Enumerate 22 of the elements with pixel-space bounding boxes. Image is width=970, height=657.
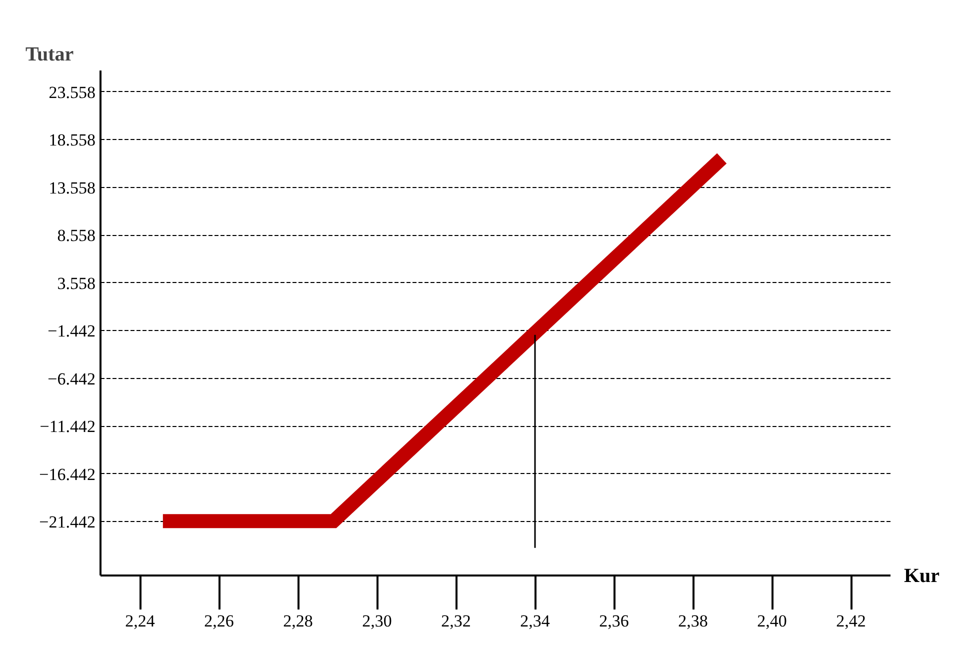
y-tick-label: 8.558 bbox=[57, 226, 96, 246]
x-tick-label: 2,30 bbox=[362, 612, 392, 630]
x-tick-label: 2,32 bbox=[441, 612, 471, 630]
y-tick-label: −6.442 bbox=[48, 369, 96, 388]
y-tick-label: −16.442 bbox=[39, 464, 96, 484]
y-tick-label: 18.558 bbox=[48, 130, 96, 150]
x-tick-label: 2,28 bbox=[283, 612, 313, 630]
x-tick-label: 2,26 bbox=[204, 612, 234, 630]
y-tick-label: 13.558 bbox=[48, 178, 96, 198]
y-tick-label: −11.442 bbox=[40, 417, 96, 436]
x-tick-label: 2,40 bbox=[757, 612, 787, 630]
y-tick-label: 3.558 bbox=[57, 274, 96, 293]
x-tick-label: 2,38 bbox=[678, 612, 708, 630]
x-tick-label: 2,36 bbox=[599, 612, 629, 630]
x-tick-label: 2,42 bbox=[836, 612, 866, 630]
y-tick-label: −21.442 bbox=[39, 512, 96, 532]
x-axis-title: Kur bbox=[904, 564, 940, 589]
x-tick-label: 2,34 bbox=[520, 612, 550, 630]
y-tick-label: −1.442 bbox=[48, 322, 96, 341]
x-tick-label: 2,24 bbox=[125, 612, 156, 630]
y-tick-label: 23.558 bbox=[48, 82, 96, 102]
y-axis-title: Tutar bbox=[26, 44, 74, 66]
